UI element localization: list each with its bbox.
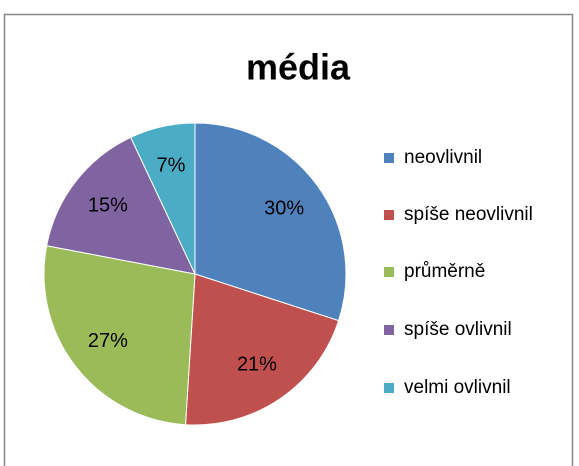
legend-swatch (384, 210, 394, 220)
legend-swatch (384, 383, 394, 393)
data-label: 15% (88, 195, 128, 217)
data-label: 30% (264, 197, 304, 219)
chart-title: média (246, 47, 351, 88)
pie-slice (46, 136, 196, 275)
legend-label: spíše neovlivnil (404, 204, 533, 225)
legend-swatch (384, 153, 394, 163)
pie-slice (43, 245, 196, 426)
legend-label: velmi ovlivnil (404, 377, 511, 398)
legend-label: průměrně (404, 261, 485, 282)
legend-swatch (384, 325, 394, 335)
pie-slice (194, 122, 347, 322)
legend-label: neovlivnil (404, 147, 482, 168)
legend-label: spíše ovlivnil (404, 319, 512, 340)
pie-slice (184, 273, 340, 426)
data-label: 21% (237, 353, 277, 375)
data-label: 27% (88, 330, 128, 352)
data-label: 7% (157, 155, 186, 177)
legend-swatch (384, 267, 394, 277)
pie-slice (130, 122, 196, 275)
